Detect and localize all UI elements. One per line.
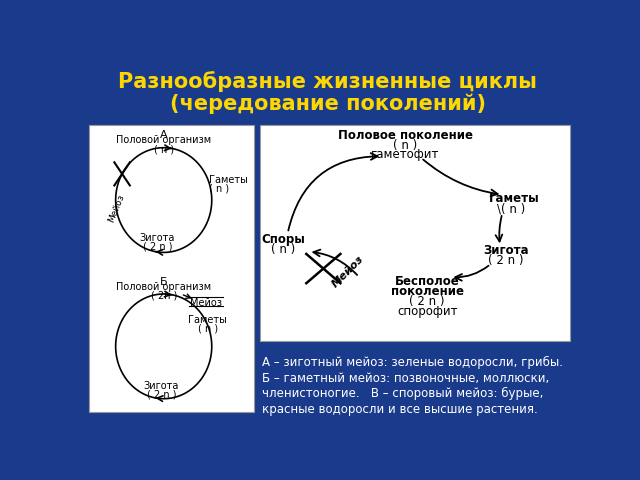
Text: ( n ): ( n )	[198, 323, 218, 333]
Text: поколение: поколение	[390, 285, 464, 298]
Text: Зигота: Зигота	[483, 244, 529, 257]
Text: ( n ): ( n )	[154, 144, 174, 155]
Text: Зигота: Зигота	[140, 233, 175, 243]
Text: членистоногие.   В – споровый мейоз: бурые,: членистоногие. В – споровый мейоз: бурые…	[262, 387, 543, 400]
Text: (чередование поколений): (чередование поколений)	[170, 93, 486, 114]
Bar	[260, 125, 570, 341]
Text: Б – гаметный мейоз: позвоночные, моллюски,: Б – гаметный мейоз: позвоночные, моллюск…	[262, 372, 549, 385]
Text: Гаметы: Гаметы	[209, 175, 248, 185]
Text: А – зиготный мейоз: зеленые водоросли, грибы.: А – зиготный мейоз: зеленые водоросли, г…	[262, 356, 563, 370]
Text: А: А	[160, 130, 168, 140]
Text: ( n ): ( n )	[394, 139, 418, 152]
Text: ( 2 n ): ( 2 n )	[147, 389, 176, 399]
Text: Б: Б	[160, 277, 168, 287]
Text: ( n ): ( n )	[271, 243, 295, 256]
Text: \( n ): \( n )	[497, 203, 525, 216]
Text: Мейоз: Мейоз	[330, 254, 366, 289]
Text: Разнообразные жизненные циклы: Разнообразные жизненные циклы	[118, 72, 538, 93]
Text: Споры: Споры	[261, 233, 305, 246]
Text: Гаметы: Гаметы	[488, 192, 540, 205]
Text: Мейоз: Мейоз	[107, 193, 126, 224]
Text: спорофит: спорофит	[397, 305, 458, 318]
Text: ( 2 n ): ( 2 n )	[410, 295, 445, 308]
Text: Зигота: Зигота	[144, 381, 179, 391]
Text: гаметофит: гаметофит	[371, 148, 440, 161]
Text: ( 2n ): ( 2n )	[150, 291, 177, 301]
Text: Половой организм: Половой организм	[116, 282, 211, 292]
Text: ( n ): ( n )	[209, 183, 230, 193]
Text: ( 2 n ): ( 2 n )	[488, 254, 524, 267]
Bar	[90, 125, 254, 412]
Text: Бесполое: Бесполое	[395, 275, 460, 288]
Text: Половой организм: Половой организм	[116, 135, 211, 145]
Text: Половое поколение: Половое поколение	[338, 129, 473, 142]
Text: Мейоз: Мейоз	[189, 298, 221, 308]
Text: красные водоросли и все высшие растения.: красные водоросли и все высшие растения.	[262, 403, 538, 416]
Text: ( 2 n ): ( 2 n )	[143, 241, 172, 252]
Text: Гаметы: Гаметы	[188, 315, 227, 325]
